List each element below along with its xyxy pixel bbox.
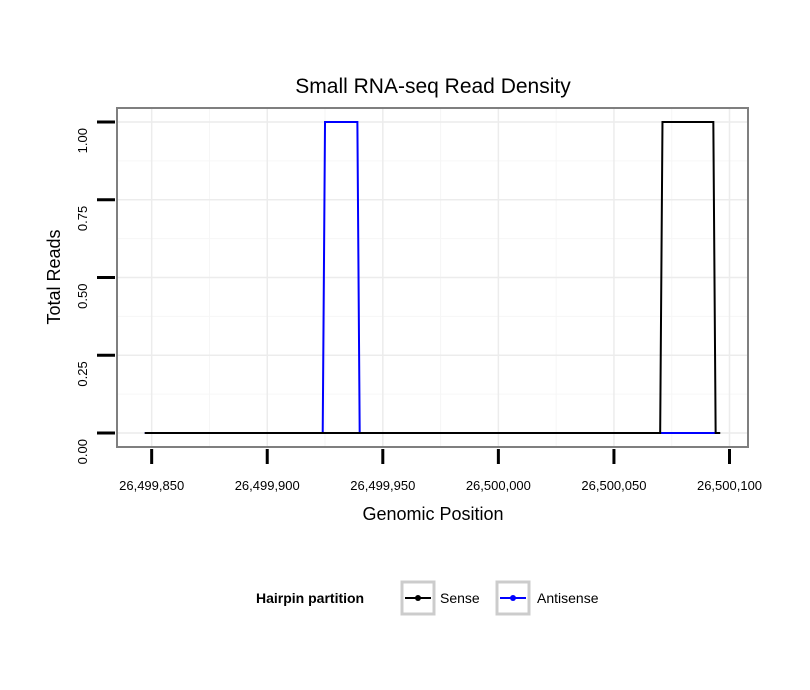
legend-key-antisense-point xyxy=(510,595,516,601)
grid xyxy=(117,108,748,447)
legend-label-antisense: Antisense xyxy=(537,590,599,606)
x-tick-label: 26,500,000 xyxy=(466,478,531,493)
series-line-sense xyxy=(144,121,721,434)
y-tick-label: 0.50 xyxy=(75,284,90,309)
x-tick-label: 26,500,050 xyxy=(581,478,646,493)
y-axis: 0.00 0.25 0.50 0.75 1.00 xyxy=(75,120,115,464)
legend: Hairpin partition Sense Antisense xyxy=(256,580,599,616)
x-tick-label: 26,499,900 xyxy=(235,478,300,493)
legend-key-sense-point xyxy=(415,595,421,601)
x-axis-title: Genomic Position xyxy=(362,504,503,524)
x-axis: 26,499,850 26,499,900 26,499,950 26,500,000… xyxy=(119,449,762,493)
legend-label-sense: Sense xyxy=(440,590,480,606)
y-tick-label: 1.00 xyxy=(75,128,90,153)
x-tick-label: 26,499,950 xyxy=(350,478,415,493)
legend-item-sense[interactable]: Sense xyxy=(400,580,480,616)
chart-title: Small RNA-seq Read Density xyxy=(295,75,571,98)
y-axis-title: Total Reads xyxy=(44,229,64,324)
legend-title: Hairpin partition xyxy=(256,590,364,606)
y-tick-label: 0.75 xyxy=(75,206,90,231)
x-tick-label: 26,500,100 xyxy=(697,478,762,493)
x-tick-label: 26,499,850 xyxy=(119,478,184,493)
series-layer xyxy=(144,121,721,434)
y-tick-label: 0.25 xyxy=(75,361,90,386)
plot-panel-border xyxy=(116,107,749,448)
legend-item-antisense[interactable]: Antisense xyxy=(495,580,599,616)
y-tick-label: 0.00 xyxy=(75,439,90,464)
